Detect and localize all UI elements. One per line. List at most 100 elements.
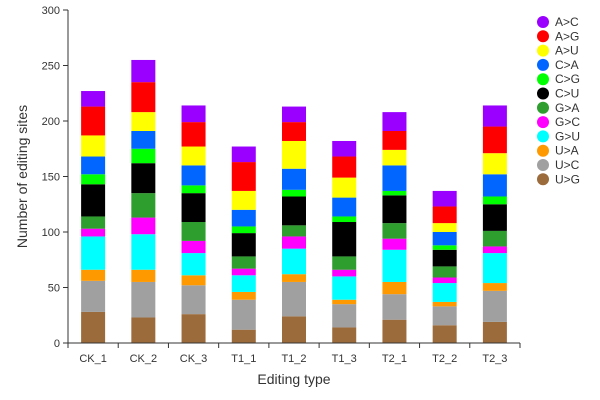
bar-segment: [382, 281, 407, 295]
bar-segment: [131, 317, 156, 343]
bar-segment: [432, 190, 457, 207]
bar-segment: [282, 168, 306, 190]
bar-segment: [332, 222, 357, 257]
y-axis-title: Number of editing sites: [14, 105, 30, 248]
x-tick-label: T1_2: [281, 353, 306, 365]
bar-segment: [282, 281, 306, 317]
bar-segment: [282, 140, 306, 169]
legend: A>CA>GA>UC>AC>GC>UG>AG>CG>UU>AU>CU>G: [537, 15, 580, 186]
bar-segment: [131, 148, 156, 164]
bar-segment: [432, 266, 457, 278]
x-tick-label: CK_3: [180, 353, 208, 365]
bar-segment: [332, 269, 357, 277]
y-tick-label: 0: [54, 338, 60, 350]
bar-segment: [131, 281, 156, 318]
bar-segment: [482, 126, 507, 154]
bar-segment: [282, 316, 306, 343]
bar-segment: [382, 238, 407, 250]
x-tick-label: T2_1: [382, 353, 407, 365]
bar-segment: [81, 135, 106, 157]
bar-segment: [282, 225, 306, 237]
bar-segment: [482, 290, 507, 322]
legend-label: U>C: [555, 158, 580, 172]
bar-segment: [231, 329, 256, 343]
x-ticks: CK_1 CK_2 CK_3 T1_1 T1_2 T1_3 T2_1 T2_2 T2_3: [67, 343, 521, 365]
bar-segment: [332, 197, 357, 217]
legend-label: G>A: [555, 101, 579, 115]
legend-label: C>A: [555, 58, 579, 72]
bar-segment: [181, 193, 206, 223]
bar-segment: [231, 233, 256, 257]
legend-label: C>U: [555, 87, 579, 101]
bar-segment: [81, 174, 106, 185]
legend-label: C>G: [555, 72, 580, 86]
bar-segment: [282, 236, 306, 249]
bar-segment: [382, 130, 407, 150]
bar-segment: [432, 249, 457, 267]
bar-segment: [181, 253, 206, 276]
bar-segment: [382, 149, 407, 166]
legend-label: G>C: [555, 115, 580, 129]
y-tick-label: 150: [42, 172, 60, 184]
bar-segment: [131, 130, 156, 149]
y-ticks: 0 50 100 150 200 250 300: [42, 5, 68, 350]
bar-segment: [131, 112, 156, 131]
bar-segment: [432, 283, 457, 302]
legend-swatch: [537, 87, 549, 100]
bar-segment: [181, 285, 206, 315]
legend-swatch: [537, 58, 549, 71]
x-tick-label: T2_2: [432, 353, 457, 365]
bar-segment: [131, 217, 156, 235]
bar-segment: [432, 277, 457, 284]
bar-segment: [181, 185, 206, 194]
bar-segment: [81, 91, 106, 107]
bar-segment: [231, 162, 256, 191]
bar-segment: [482, 105, 507, 127]
bar-segment: [81, 236, 106, 270]
legend-label: G>U: [555, 129, 580, 143]
bar-segment: [81, 311, 106, 343]
legend-swatch: [537, 130, 549, 143]
bar-segment: [382, 294, 407, 320]
bar-segment: [332, 156, 357, 178]
bar-segment: [231, 268, 256, 276]
bar-segment: [181, 314, 206, 343]
bar-segment: [382, 195, 407, 224]
bar-segment: [482, 153, 507, 175]
bar-segment: [432, 245, 457, 250]
bar-segment: [81, 106, 106, 136]
bar-segment: [282, 274, 306, 282]
bar-segment: [81, 184, 106, 217]
bar-segment: [81, 156, 106, 175]
legend-swatch: [537, 16, 549, 28]
bar-segment: [382, 319, 407, 343]
bar-segment: [131, 59, 156, 83]
bar-segment: [181, 240, 206, 254]
bar-segment: [332, 140, 357, 157]
y-tick-label: 100: [42, 227, 60, 239]
bar-segment: [482, 321, 507, 343]
legend-swatch: [537, 144, 549, 157]
y-tick-label: 50: [48, 283, 60, 295]
bar-segment: [332, 256, 357, 270]
bar-segment: [81, 280, 106, 312]
legend-swatch: [537, 101, 549, 114]
legend-swatch: [537, 30, 549, 43]
legend-swatch: [537, 173, 549, 186]
bar-segment: [231, 190, 256, 210]
x-tick-label: CK_1: [79, 353, 107, 365]
bar-segment: [282, 196, 306, 226]
bar-segment: [231, 299, 256, 330]
bar-segment: [282, 122, 306, 141]
bar-segment: [482, 204, 507, 231]
y-tick-label: 250: [42, 61, 60, 73]
bar-segment: [181, 275, 206, 286]
legend-swatch: [537, 159, 549, 171]
bar-segment: [282, 106, 306, 123]
bar-segment: [332, 304, 357, 328]
bar-segment: [432, 306, 457, 326]
y-tick-label: 200: [42, 116, 60, 128]
bar-segment: [231, 146, 256, 163]
legend-swatch: [537, 44, 549, 57]
bar-segment: [181, 122, 206, 147]
